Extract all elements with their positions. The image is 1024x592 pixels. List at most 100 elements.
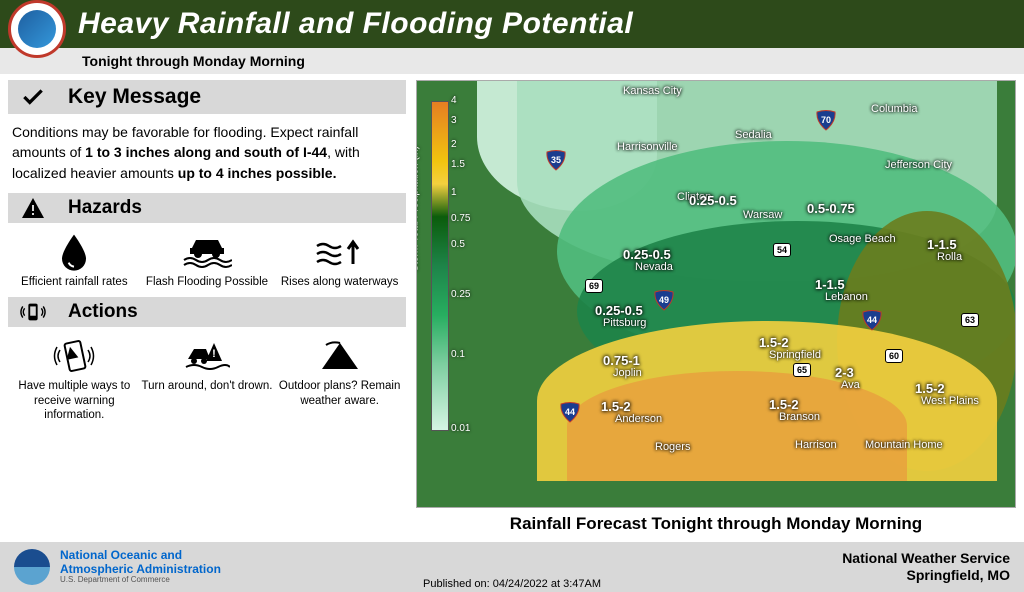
action-item-0: Have multiple ways to receive warning in…: [9, 337, 140, 422]
city-label: Ava: [841, 379, 860, 391]
footer-location: Springfield, MO: [842, 567, 1010, 584]
footer-bar: National Oceanic and Atmospheric Adminis…: [0, 542, 1024, 592]
scale-tick: 0.5: [451, 239, 465, 250]
hazards-row: Efficient rainfall rates Flash Flooding P…: [8, 227, 406, 297]
rainfall-map: Storm Total Precipitation (in) 4 3 2 1.5 1 0.7…: [416, 80, 1016, 508]
interstate-shield-icon: 44: [861, 309, 883, 331]
rainfall-value: 0.25-0.5: [689, 193, 737, 208]
interstate-shield-icon: 70: [815, 109, 837, 131]
scale-tick: 1: [451, 187, 457, 198]
city-label: Mountain Home: [865, 439, 943, 451]
action-item-2: Outdoor plans? Remain weather aware.: [274, 337, 405, 422]
hazard-label-2: Rises along waterways: [281, 275, 399, 289]
hazard-label-1: Flash Flooding Possible: [146, 275, 268, 289]
svg-text:35: 35: [551, 155, 561, 165]
city-label: Harrison: [795, 439, 837, 451]
city-label: Branson: [779, 411, 820, 423]
svg-text:49: 49: [659, 295, 669, 305]
hazard-item-2: Rises along waterways: [274, 233, 405, 289]
city-label: Warsaw: [743, 209, 782, 221]
phone-vibrate-icon: [18, 300, 48, 324]
hazard-item-0: Efficient rainfall rates: [9, 233, 140, 289]
scale-tick: 0.75: [451, 213, 470, 224]
scale-tick: 3: [451, 115, 457, 126]
action-item-1: ! Turn around, don't drown.: [141, 337, 272, 422]
subtitle-text: Tonight through Monday Morning: [82, 53, 305, 69]
warning-triangle-icon: [18, 196, 48, 220]
city-label: Jefferson City: [885, 159, 952, 171]
nws-logo: [8, 0, 66, 58]
hazards-header: Hazards: [8, 193, 406, 223]
city-label: Osage Beach: [829, 233, 896, 245]
car-turnaround-icon: !: [184, 337, 230, 375]
water-rise-icon: [315, 233, 365, 271]
scale-tick: 0.01: [451, 423, 470, 434]
city-label: Harrisonville: [617, 141, 678, 153]
color-scale-bar: [431, 101, 449, 431]
svg-text:!: !: [212, 348, 216, 360]
checkmark-icon: [18, 84, 48, 110]
rainfall-value: 0.5-0.75: [807, 201, 855, 216]
noaa-logo-icon: [14, 549, 50, 585]
rainfall-value: 1.5-2: [601, 399, 631, 414]
action-label-0: Have multiple ways to receive warning in…: [9, 379, 140, 422]
scale-tick: 0.1: [451, 349, 465, 360]
us-highway-shield-icon: 69: [585, 279, 603, 293]
action-label-1: Turn around, don't drown.: [142, 379, 273, 393]
us-highway-shield-icon: 65: [793, 363, 811, 377]
rainfall-value: 1.5-2: [915, 381, 945, 396]
city-label: Pittsburg: [603, 317, 646, 329]
rainfall-value: 2-3: [835, 365, 854, 380]
key-message-body: Conditions may be favorable for flooding…: [8, 118, 406, 193]
map-caption: Rainfall Forecast Tonight through Monday…: [416, 508, 1016, 534]
footer-nws: National Weather Service: [842, 550, 1010, 567]
scale-tick: 0.25: [451, 289, 470, 300]
svg-text:44: 44: [565, 407, 575, 417]
tent-icon: [318, 337, 362, 375]
interstate-shield-icon: 35: [545, 149, 567, 171]
footer-right: National Weather Service Springfield, MO: [842, 550, 1010, 584]
rainfall-value: 0.25-0.5: [623, 247, 671, 262]
city-label: Anderson: [615, 413, 662, 425]
rainfall-value: 0.25-0.5: [595, 303, 643, 318]
city-label: Springfield: [769, 349, 821, 361]
action-label-2: Outdoor plans? Remain weather aware.: [274, 379, 405, 408]
hazard-item-1: Flash Flooding Possible: [141, 233, 272, 289]
actions-header: Actions: [8, 297, 406, 327]
scale-tick: 2: [451, 139, 457, 150]
actions-title: Actions: [68, 301, 138, 323]
key-message-header: Key Message: [8, 80, 406, 114]
city-label: Lebanon: [825, 291, 868, 303]
city-label: Nevada: [635, 261, 673, 273]
us-highway-shield-icon: 60: [885, 349, 903, 363]
city-label: Joplin: [613, 367, 642, 379]
actions-row: Have multiple ways to receive warning in…: [8, 331, 406, 430]
us-highway-shield-icon: 54: [773, 243, 791, 257]
footer-org-sub: U.S. Department of Commerce: [60, 576, 221, 585]
rainfall-value: 0.75-1: [603, 353, 640, 368]
car-water-icon: [182, 233, 232, 271]
phone-alert-icon: [52, 337, 96, 375]
rainfall-value: 1-1.5: [927, 237, 957, 252]
footer-left: National Oceanic and Atmospheric Adminis…: [14, 549, 221, 585]
city-label: Columbia: [871, 103, 917, 115]
city-label: Rolla: [937, 251, 962, 263]
rainfall-value: 1.5-2: [759, 335, 789, 350]
droplet-icon: [58, 233, 90, 271]
interstate-shield-icon: 49: [653, 289, 675, 311]
scale-title: Storm Total Precipitation (in): [416, 146, 421, 271]
page-title: Heavy Rainfall and Flooding Potential: [78, 7, 633, 41]
subtitle-bar: Tonight through Monday Morning: [0, 48, 1024, 74]
scale-tick: 1.5: [451, 159, 465, 170]
city-label: Sedalia: [735, 129, 772, 141]
city-label: Rogers: [655, 441, 690, 453]
interstate-shield-icon: 44: [559, 401, 581, 423]
footer-org-line2: Atmospheric Administration: [60, 563, 221, 576]
hazards-title: Hazards: [68, 197, 142, 219]
footer-org-line1: National Oceanic and: [60, 549, 221, 562]
hazard-label-0: Efficient rainfall rates: [21, 275, 128, 289]
us-highway-shield-icon: 63: [961, 313, 979, 327]
scale-tick: 4: [451, 95, 457, 106]
city-label: West Plains: [921, 395, 979, 407]
svg-text:70: 70: [821, 115, 831, 125]
